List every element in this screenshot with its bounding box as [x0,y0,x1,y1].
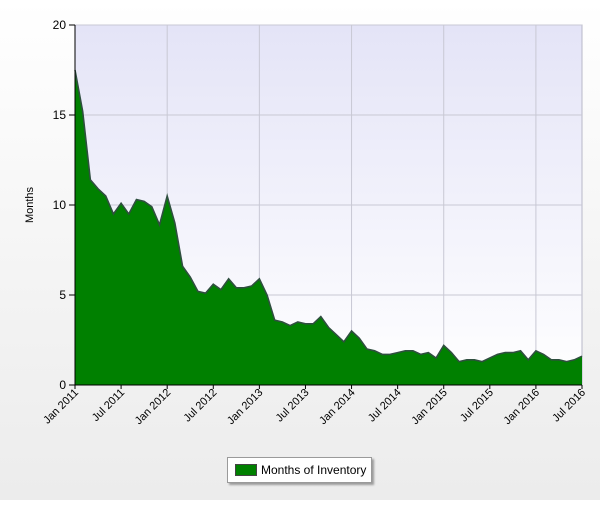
x-tick-label: Jul 2011 [90,387,127,424]
y-axis-title: Months [24,186,36,223]
y-tick-label: 0 [59,378,66,392]
x-tick-label: Jan 2013 [225,387,265,427]
area-line [74,69,583,363]
x-tick-label: Jan 2014 [317,387,357,427]
x-tick-label: Jan 2016 [502,387,542,427]
x-tick-label: Jul 2016 [550,387,588,425]
area-fill [75,70,582,385]
x-tick-label: Jul 2012 [181,387,219,425]
legend-label: Months of Inventory [261,463,367,477]
x-tick-label: Jan 2011 [41,387,81,427]
legend: Months of Inventory [227,457,372,483]
y-tick-label: 5 [59,288,66,302]
y-tick-label: 20 [53,18,67,32]
x-tick-label: Jan 2012 [133,387,173,427]
x-tick-label: Jul 2014 [366,387,404,425]
y-tick-label: 10 [53,198,67,212]
x-tick-label: Jul 2013 [274,387,312,425]
x-tick-label: Jul 2015 [458,387,496,425]
x-tick-label: Jan 2015 [409,387,449,427]
y-tick-label: 15 [53,108,67,122]
legend-swatch [235,464,257,476]
